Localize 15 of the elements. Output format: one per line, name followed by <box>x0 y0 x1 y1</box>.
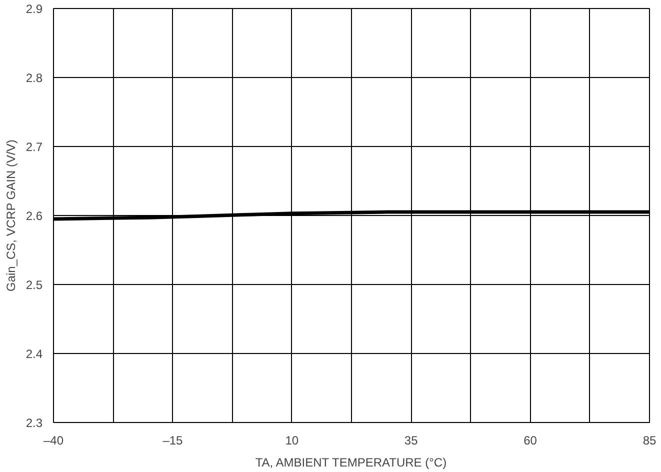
x-tick-label: –15 <box>162 434 184 448</box>
y-tick-label: 2.3 <box>26 416 43 430</box>
x-tick-label: 35 <box>404 434 418 448</box>
x-tick-label: 10 <box>285 434 299 448</box>
y-tick-label: 2.5 <box>26 278 43 292</box>
y-tick-label: 2.4 <box>26 347 43 361</box>
x-tick-label: 85 <box>642 434 656 448</box>
x-tick-label: 60 <box>524 434 538 448</box>
y-tick-label: 2.6 <box>26 209 43 223</box>
x-axis-title: TA, AMBIENT TEMPERATURE (°C) <box>255 456 447 470</box>
x-tick-label: –40 <box>43 434 64 448</box>
y-tick-label: 2.8 <box>26 71 43 85</box>
y-tick-label: 2.9 <box>26 2 43 16</box>
y-tick-label: 2.7 <box>26 140 43 154</box>
y-axis-title: Gain_CS, VCRP GAIN (V/V) <box>4 140 18 292</box>
